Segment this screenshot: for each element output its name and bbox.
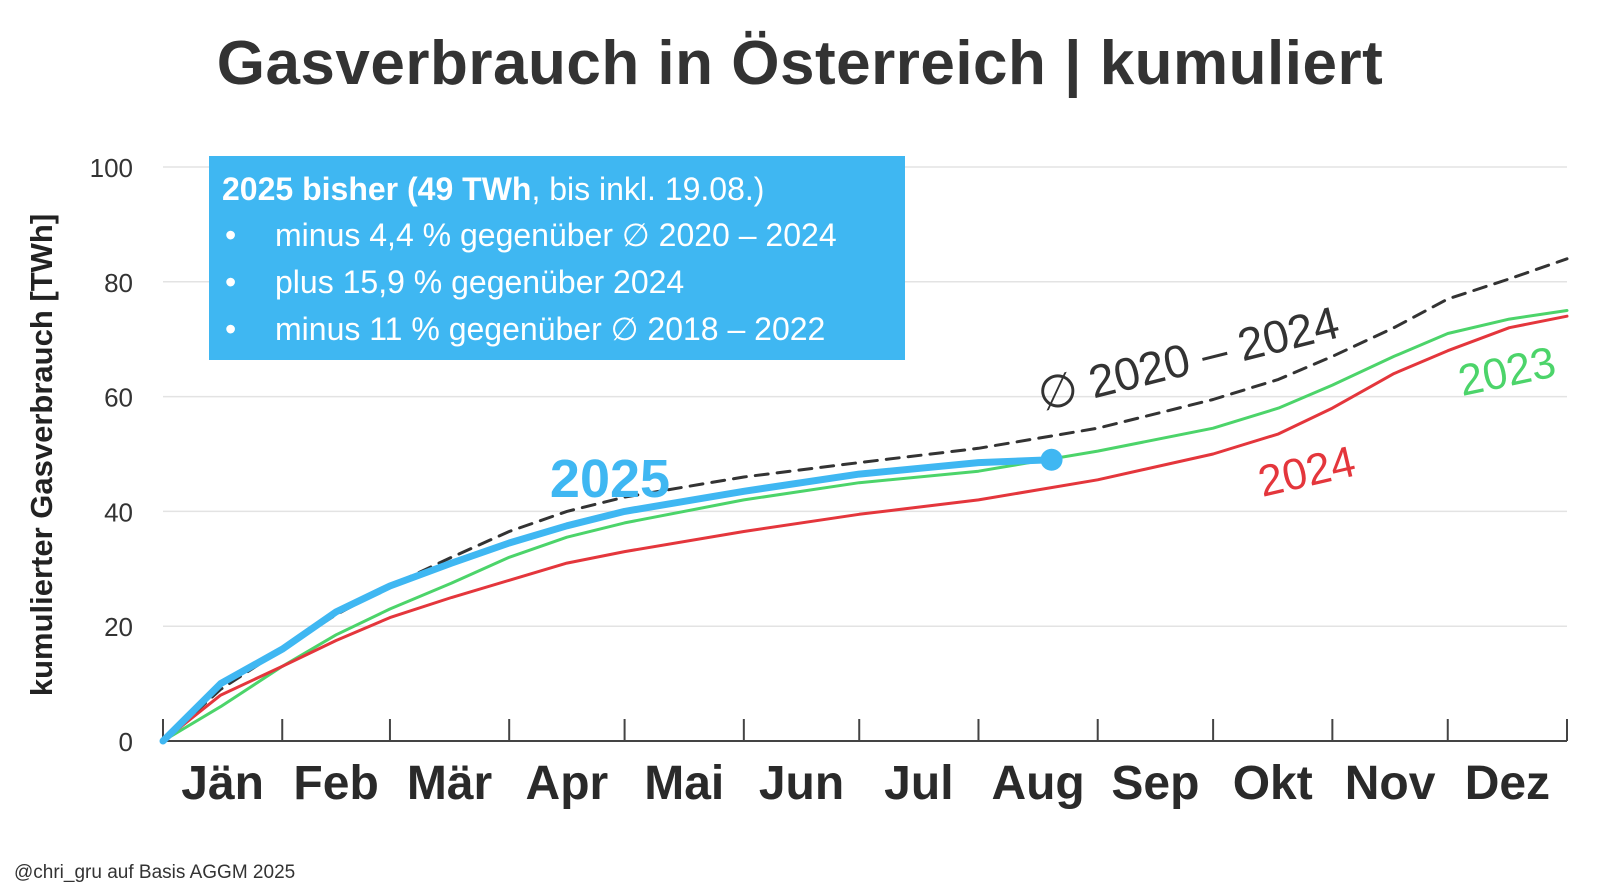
infobox-heading-rest: , bis inkl. 19.08.) [531,171,765,207]
x-tick-label: Okt [1233,757,1313,810]
summary-infobox: 2025 bisher (49 TWh, bis inkl. 19.08.) m… [209,156,905,360]
label-2023: 2023 [1454,338,1560,406]
y-tick-label: 80 [104,268,133,298]
y-tick-label: 60 [104,383,133,413]
x-tick-label: Jun [759,757,844,810]
label-2025: 2025 [550,449,670,509]
y-tick-label: 40 [104,497,133,527]
infobox-heading-bold: 2025 bisher (49 TWh [222,171,532,207]
series-line-2024 [161,314,1569,743]
x-tick-label: Mär [407,757,492,810]
series-lines [159,257,1569,745]
x-tick-label: Sep [1111,757,1199,810]
x-tick-label: Dez [1465,757,1550,810]
y-axis-ticks: 0 20 40 60 80 100 [90,153,133,757]
source-credit: @chri_gru auf Basis AGGM 2025 [14,862,296,883]
y-tick-label: 0 [119,727,133,757]
series-line-2025 [159,456,1056,745]
y-axis-label: kumulierter Gasverbrauch [TWh] [24,214,59,696]
infobox-bullet: plus 15,9 % gegenüber 2024 [222,259,905,306]
x-tick-label: Apr [526,757,609,810]
label-avg-2020-2024: ∅ 2020 – 2024 [1032,296,1344,421]
x-tick-label: Feb [293,757,378,810]
label-2024: 2024 [1254,437,1360,507]
y-tick-label: 20 [104,612,133,642]
infobox-bullet: minus 11 % gegenüber ∅ 2018 – 2022 [222,306,905,353]
series-endpoint-2025 [1040,448,1063,471]
x-tick-label: Jul [884,757,953,810]
x-axis: Jän Feb Mär Apr Mai Jun Jul Aug Sep Okt Nov Dez [162,719,1568,810]
x-tick-label: Aug [991,757,1084,810]
series-line-2023 [161,309,1569,743]
infobox-heading: 2025 bisher (49 TWh, bis inkl. 19.08.) [222,166,905,212]
y-tick-label: 100 [90,153,133,183]
x-tick-label: Mai [644,757,724,810]
x-tick-label: Nov [1345,757,1436,810]
x-tick-label: Jän [181,757,264,810]
infobox-bullet: minus 4,4 % gegenüber ∅ 2020 – 2024 [222,212,905,259]
infobox-bullets: minus 4,4 % gegenüber ∅ 2020 – 2024 plus… [222,212,905,353]
chart-title: Gasverbrauch in Österreich | kumuliert [216,29,1384,98]
